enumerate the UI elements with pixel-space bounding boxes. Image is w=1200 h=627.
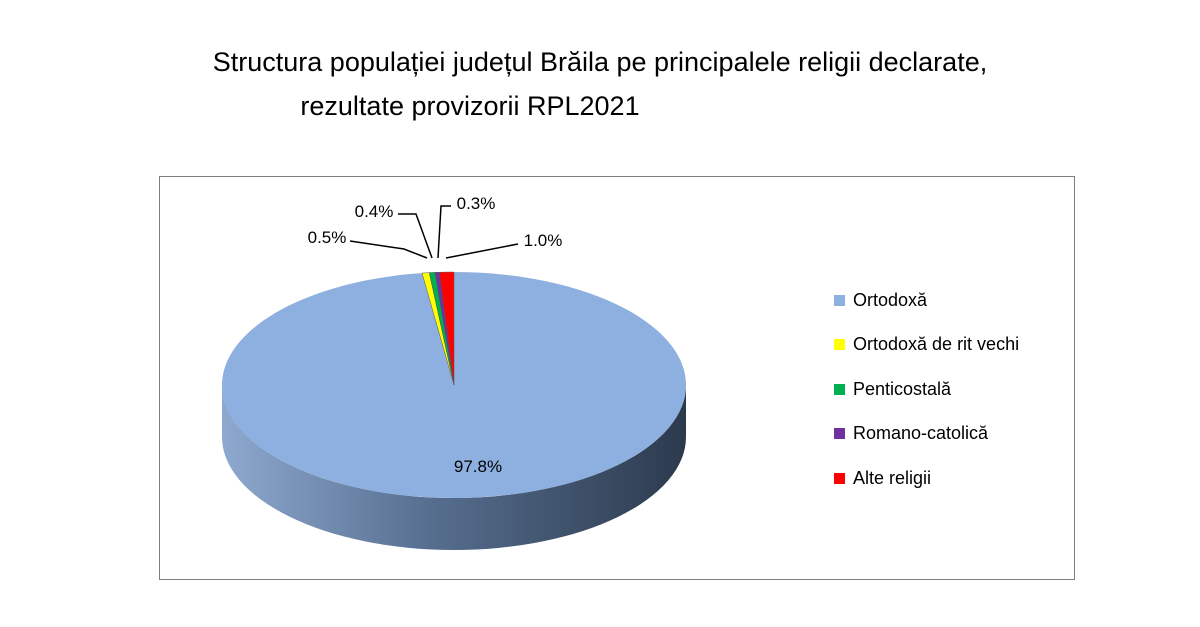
leader-line-2 (398, 213, 433, 259)
legend-item: Ortodoxă (834, 278, 1019, 323)
legend-label: Romano-catolică (853, 423, 989, 444)
data-label-4: 1.0% (524, 231, 563, 250)
legend-item: Ortodoxă de rit vechi (834, 323, 1019, 368)
legend-label: Ortodoxă de rit vechi (853, 334, 1020, 355)
data-label-1: 0.5% (308, 228, 347, 247)
data-label-ortodoxa: 97.8% (454, 457, 502, 476)
leader-line-3 (437, 205, 451, 259)
legend-swatch (834, 383, 845, 395)
legend-swatch (834, 294, 845, 306)
legend-label: Alte religii (853, 467, 932, 488)
data-label-3: 0.3% (457, 194, 496, 213)
legend-item: Penticostală (834, 367, 1019, 412)
legend-label: Penticostală (853, 378, 952, 399)
chart-title-line-2: rezultate provizorii RPL2021 (300, 91, 640, 121)
legend-swatch (834, 339, 845, 351)
pie-side (222, 385, 686, 550)
pie-top (221, 271, 686, 498)
pie-leader-lines (349, 205, 519, 259)
chart-area (159, 176, 1075, 580)
chart-title: Structura populației județul Brăila pe p… (0, 40, 1200, 128)
legend-item: Romano-catolică (834, 412, 1019, 457)
leader-line-1 (349, 240, 428, 259)
legend-swatch (834, 472, 845, 484)
leader-line-4 (445, 243, 519, 259)
chart-title-line-1: Structura populației județul Brăila pe p… (212, 47, 988, 77)
legend-label: Ortodoxă (853, 289, 928, 310)
data-label-2: 0.4% (355, 202, 394, 221)
pie-side-wall (222, 385, 686, 550)
legend-item: Alte religii (834, 456, 1019, 501)
legend: Ortodoxă Ortodoxă de rit vechi Penticostal… (834, 278, 1019, 501)
pie-data-labels: 97.8% 0.5% 0.4% 0.3% 1.0% (308, 194, 563, 476)
pie-slice-alte-religii (439, 271, 455, 386)
legend-swatch (834, 428, 845, 440)
